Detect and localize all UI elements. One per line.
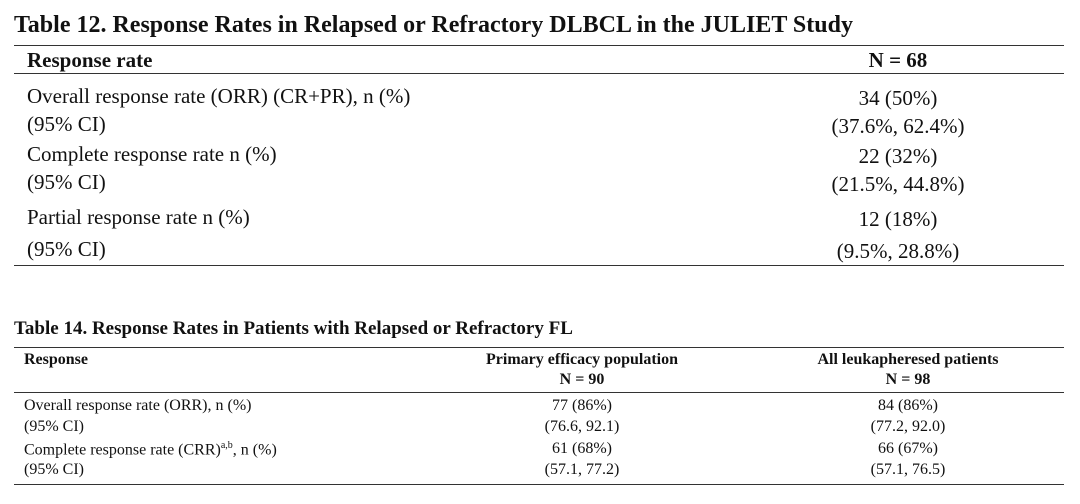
table-cell: Complete response rate n (%): [27, 142, 277, 166]
table-cell: (95% CI): [24, 418, 84, 435]
table-title: Table 12. Response Rates in Relapsed or …: [14, 12, 853, 38]
table-cell: Overall response rate (ORR), n (%): [24, 397, 252, 414]
header-cell: Response: [24, 351, 89, 368]
header-cell: N = 68: [868, 48, 928, 72]
table-cell: 77 (86%): [552, 397, 612, 414]
cell-text: Complete response rate (CRR): [24, 441, 221, 459]
table-cell: (9.5%, 28.8%): [836, 239, 960, 263]
table-cell: 22 (32%): [858, 144, 938, 168]
table-cell: Partial response rate n (%): [27, 205, 250, 229]
table-cell: (95% CI): [27, 170, 106, 194]
table-cell: (57.1, 76.5): [870, 461, 946, 478]
table-cell: Complete response rate (CRR)a,b, n (%): [24, 440, 277, 459]
rule: [14, 265, 1064, 266]
table-cell: 66 (67%): [878, 440, 938, 457]
table-cell: (95% CI): [24, 461, 84, 478]
table-cell: Overall response rate (ORR) (CR+PR), n (…: [27, 84, 411, 108]
table-cell: 61 (68%): [552, 440, 612, 457]
header-cell: N = 98: [885, 371, 931, 388]
footnote-ref: a,b: [220, 440, 233, 451]
table-cell: (95% CI): [27, 112, 106, 136]
rule: [14, 392, 1064, 393]
header-cell: All leukapheresed patients: [817, 351, 999, 368]
table-title: Table 14. Response Rates in Patients wit…: [14, 318, 573, 339]
table-cell: 84 (86%): [878, 397, 938, 414]
table-cell: (57.1, 77.2): [544, 461, 620, 478]
cell-text: , n (%): [232, 441, 277, 459]
header-cell: Primary efficacy population: [486, 351, 678, 368]
rule: [14, 484, 1064, 485]
table-cell: (95% CI): [27, 237, 106, 261]
table-cell: (37.6%, 62.4%): [831, 114, 965, 138]
header-cell: Response rate: [27, 48, 153, 72]
header-cell: N = 90: [559, 371, 605, 388]
table-cell: (76.6, 92.1): [544, 418, 620, 435]
rule: [14, 73, 1064, 74]
rule: [14, 347, 1064, 348]
table-cell: 34 (50%): [858, 86, 938, 110]
table-cell: (77.2, 92.0): [870, 418, 946, 435]
table-cell: (21.5%, 44.8%): [831, 172, 965, 196]
table-cell: 12 (18%): [858, 207, 938, 231]
rule: [14, 45, 1064, 46]
